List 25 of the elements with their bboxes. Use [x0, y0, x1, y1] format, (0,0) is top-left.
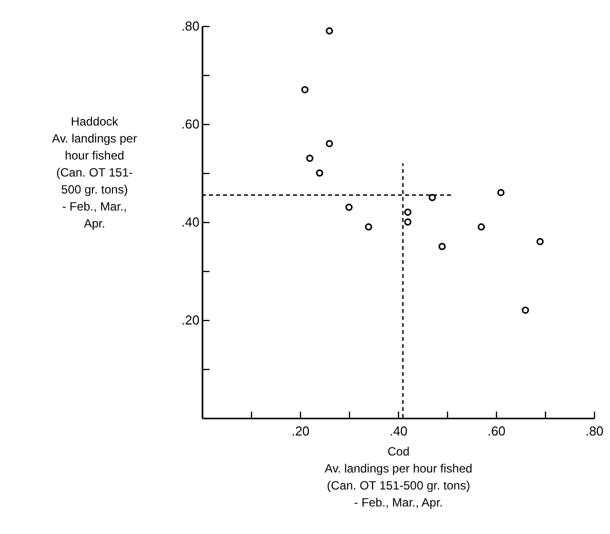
point	[404, 218, 412, 226]
point	[478, 223, 485, 231]
x-tick-label: .80	[585, 424, 604, 438]
point	[316, 169, 324, 177]
point	[428, 194, 436, 202]
point	[364, 223, 372, 231]
y-tick-label: .80	[181, 18, 200, 34]
point	[326, 27, 334, 35]
x-tick-label: .40	[389, 424, 408, 438]
point	[306, 154, 314, 162]
x-tick-label: .20	[291, 424, 310, 438]
point	[301, 86, 309, 94]
y-tick-label: .20	[181, 312, 200, 328]
point	[404, 208, 412, 216]
point	[326, 140, 334, 148]
y-tick-label: .40	[181, 214, 200, 230]
point	[522, 306, 530, 314]
point	[536, 238, 544, 246]
y-tick-label: .60	[181, 116, 200, 132]
x-axis-title: Cod Av. landings per hour fished (Can. OT 151-500 gr. tons) - Feb., Mar., Apr.	[324, 444, 472, 510]
point	[438, 242, 446, 250]
point	[497, 188, 505, 196]
point	[345, 204, 353, 211]
x-tick-label: .60	[487, 424, 506, 438]
y-axis-title: Haddock Av. landings per hour fished (Can. OT 151- 500 gr. tons) - Feb., Mar., Apr.	[52, 114, 137, 230]
